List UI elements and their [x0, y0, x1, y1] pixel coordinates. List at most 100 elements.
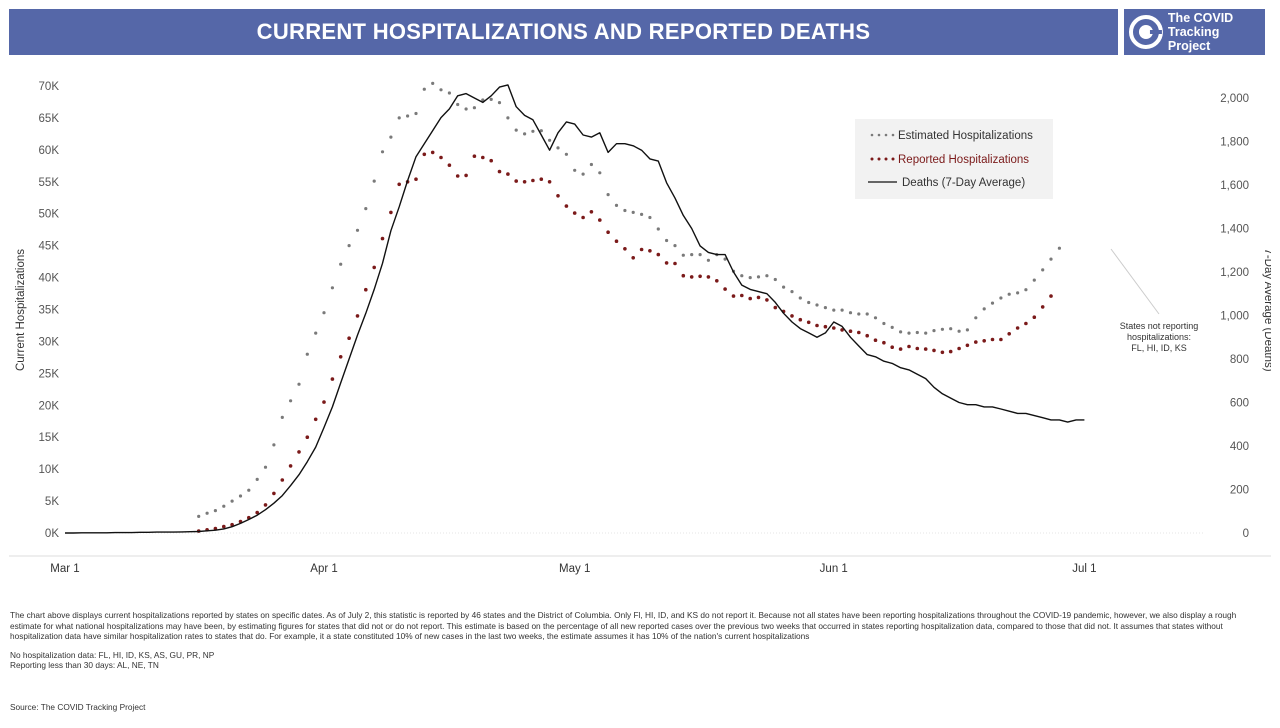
- y-tick-label: 55K: [39, 177, 60, 189]
- data-point: [639, 247, 644, 252]
- data-point: [514, 128, 518, 132]
- data-point: [1024, 321, 1028, 326]
- data-point: [840, 308, 844, 312]
- data-point: [614, 239, 619, 243]
- data-point: [230, 499, 234, 503]
- data-point: [322, 400, 326, 404]
- data-point: [372, 265, 377, 270]
- data-point: [288, 464, 293, 468]
- data-point: [439, 88, 443, 92]
- data-point: [865, 312, 869, 316]
- data-point: [990, 301, 995, 305]
- data-point: [464, 107, 468, 111]
- series-estimated: [197, 81, 1061, 518]
- data-point: [865, 333, 869, 338]
- data-point: [1049, 257, 1053, 261]
- data-point: [589, 162, 594, 167]
- data-point: [338, 355, 343, 359]
- y-tick-label: 45K: [39, 241, 60, 253]
- data-point: [723, 287, 727, 291]
- data-point: [447, 91, 451, 95]
- data-point: [873, 316, 878, 320]
- data-point: [1049, 294, 1053, 298]
- data-point: [472, 154, 477, 158]
- chart-area: 0K 5K 10K 15K 20K 25K 30K 35K 40K 45K 50K 55K 60K 65K…: [9, 62, 1274, 582]
- data-point: [999, 337, 1003, 342]
- data-point: [581, 215, 585, 220]
- data-point: [598, 218, 602, 222]
- data-point: [447, 163, 452, 167]
- data-point: [648, 215, 652, 220]
- data-point: [556, 194, 560, 198]
- series-deaths-line: [65, 84, 1085, 534]
- y2-tick-label: 1,800: [1220, 137, 1249, 149]
- data-point: [297, 382, 301, 386]
- data-point: [364, 287, 368, 292]
- data-point: [974, 316, 978, 320]
- data-point: [689, 275, 694, 279]
- data-point: [740, 274, 744, 278]
- data-point: [748, 276, 752, 280]
- data-point: [940, 350, 945, 355]
- data-point: [948, 349, 953, 354]
- data-point: [455, 174, 460, 178]
- data-point: [665, 238, 669, 243]
- data-point: [355, 228, 360, 232]
- data-point: [539, 177, 544, 181]
- data-point: [673, 261, 677, 266]
- data-point: [1007, 332, 1011, 336]
- data-point: [422, 87, 426, 91]
- data-point: [782, 285, 786, 289]
- data-point: [748, 296, 752, 301]
- data-point: [656, 227, 660, 231]
- y2-tick-label: 400: [1230, 441, 1249, 453]
- data-point: [289, 399, 293, 403]
- data-point: [623, 247, 627, 251]
- data-point: [1032, 278, 1036, 282]
- y2-tick-label: 1,400: [1220, 224, 1249, 236]
- annotation-line-1: States not reporting: [1120, 321, 1199, 331]
- y-tick-label: 35K: [39, 305, 60, 317]
- y-tick-label: 5K: [45, 496, 59, 508]
- data-point: [932, 348, 936, 353]
- data-point: [907, 344, 911, 349]
- data-point: [606, 230, 610, 234]
- data-point: [882, 340, 886, 345]
- data-point: [915, 346, 920, 351]
- data-point: [489, 158, 494, 163]
- data-point: [631, 256, 635, 260]
- data-point: [506, 172, 510, 176]
- data-point: [890, 325, 894, 329]
- data-point: [823, 324, 828, 329]
- y-tick-label: 20K: [39, 400, 60, 412]
- data-point: [313, 417, 318, 422]
- y-tick-label: 50K: [39, 209, 60, 221]
- data-point: [238, 494, 243, 498]
- data-point: [957, 329, 961, 333]
- y-tick-label: 30K: [39, 336, 60, 348]
- data-point: [715, 279, 719, 283]
- annotation-line-3: FL, HI, ID, KS: [1131, 343, 1187, 353]
- data-point: [397, 182, 402, 187]
- data-point: [832, 326, 836, 330]
- data-point: [531, 129, 535, 133]
- data-point: [723, 257, 727, 261]
- data-point: [247, 488, 251, 492]
- data-point: [756, 275, 761, 279]
- data-point: [1016, 291, 1020, 295]
- data-point: [547, 180, 552, 184]
- data-point: [1007, 292, 1011, 296]
- data-point: [857, 330, 861, 335]
- data-point: [640, 212, 644, 216]
- y2-tick-label: 1,000: [1220, 311, 1249, 323]
- data-point: [756, 295, 761, 300]
- data-point: [305, 435, 310, 440]
- data-point: [673, 244, 677, 248]
- data-point: [472, 106, 476, 110]
- footnote-no-data: No hospitalization data: FL, HI, ID, KS,…: [10, 649, 215, 660]
- data-point: [456, 102, 460, 107]
- data-point: [464, 173, 468, 178]
- y2-tick-label: 600: [1230, 398, 1249, 410]
- data-point: [1057, 246, 1061, 250]
- data-point: [314, 331, 318, 335]
